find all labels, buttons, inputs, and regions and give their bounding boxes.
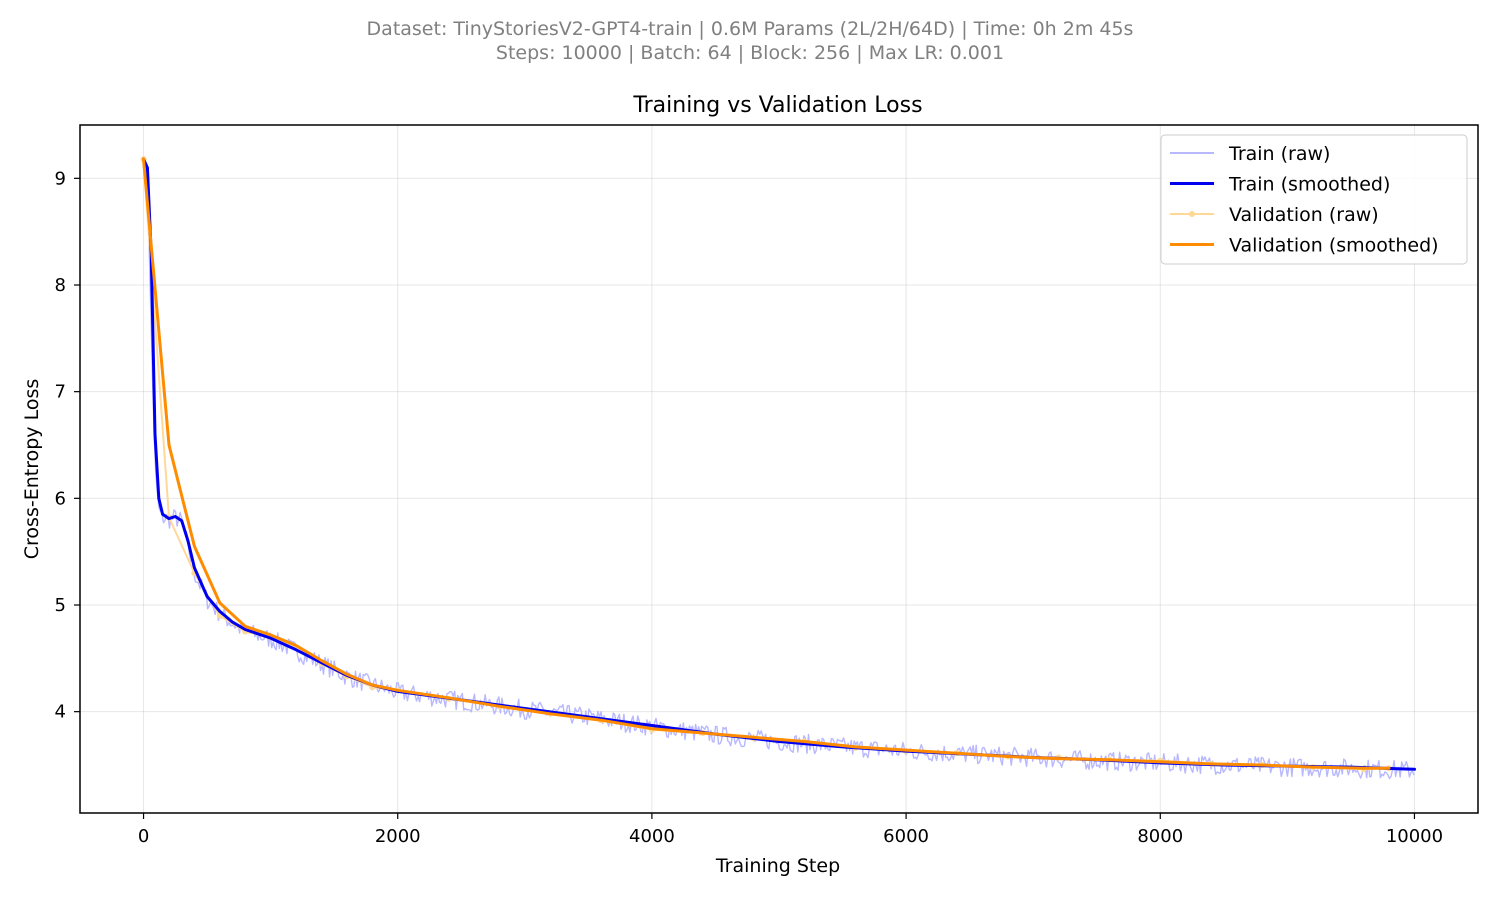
y-tick-label: 5 [55, 595, 66, 616]
chart-title: Training vs Validation Loss [632, 93, 922, 118]
legend-label: Validation (raw) [1229, 204, 1379, 226]
legend-box [1160, 134, 1468, 265]
y-tick-label: 4 [55, 702, 66, 723]
legend-label: Train (smoothed) [1228, 174, 1390, 196]
y-axis-label: Cross-Entropy Loss [21, 379, 43, 559]
x-tick-label: 4000 [629, 826, 675, 847]
axis-ticks: 0 2000 4000 6000 8000 10000 4 5 6 7 8 9 [55, 168, 1444, 847]
y-tick-label: 6 [55, 488, 66, 509]
subtitle-line-1: Dataset: TinyStoriesV2-GPT4-train | 0.6M… [367, 18, 1134, 40]
x-tick-label: 0 [138, 826, 149, 847]
plot-frame [79, 124, 1479, 814]
legend-label: Train (raw) [1228, 143, 1330, 165]
x-tick-label: 6000 [883, 826, 929, 847]
series-line-validation-smoothed [142, 157, 1391, 770]
x-tick-label: 2000 [375, 826, 421, 847]
legend-marker [1189, 211, 1195, 217]
series-layer [140, 156, 1416, 780]
y-tick-label: 9 [55, 168, 66, 189]
x-tick-label: 8000 [1137, 826, 1183, 847]
subtitle-line-2: Steps: 10000 | Batch: 64 | Block: 256 | … [496, 42, 1004, 64]
y-tick-label: 7 [55, 382, 66, 403]
series-line-train-raw [142, 161, 1415, 780]
x-tick-label: 10000 [1386, 826, 1443, 847]
x-axis-label: Training Step [715, 855, 840, 877]
legend-label: Validation (smoothed) [1229, 235, 1439, 257]
legend: Train (raw) Train (smoothed) Validation (r… [1160, 134, 1468, 265]
y-tick-label: 8 [55, 275, 66, 296]
